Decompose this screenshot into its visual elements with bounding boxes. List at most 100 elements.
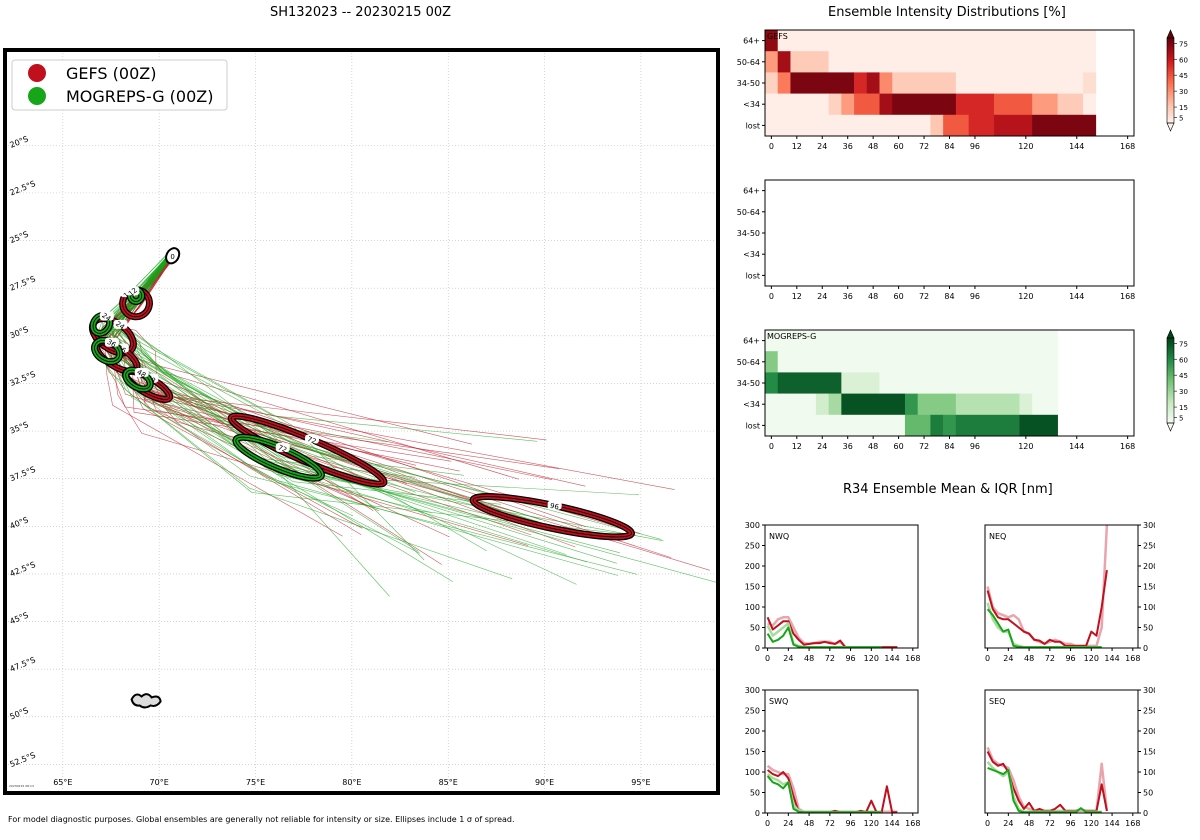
heatmap-row-label: lost [746, 121, 760, 130]
heatmap-x-label: 36 [843, 142, 853, 151]
ellipse-label-bg [113, 319, 128, 329]
heatmap-cell [1019, 393, 1033, 416]
mogreps-panel-label: MOGREPS-G [767, 332, 816, 341]
heatmap-cell [955, 72, 1084, 94]
r34-y-label: 50 [1143, 624, 1153, 633]
r34-x-label: 96 [1065, 654, 1075, 663]
heatmap-cell [943, 114, 969, 137]
ellipse-label: 96 [547, 500, 562, 512]
heatmap-x-label: 12 [792, 442, 802, 451]
heatmap-row-label: 64+ [743, 187, 760, 196]
legend-box [11, 59, 228, 111]
colorbar-segment [1167, 380, 1174, 384]
r34-y-label: 50 [750, 789, 760, 798]
colorbar-label: 5 [1179, 115, 1183, 123]
heatmap-cell [765, 351, 779, 373]
colorbar-segment [1167, 344, 1174, 347]
r34-y-label: 0 [755, 644, 760, 653]
heatmap-x-label: 24 [817, 142, 827, 151]
mogreps-member-track [109, 251, 465, 476]
heatmap-x-label: 168 [1120, 442, 1135, 451]
map-lat-label: 32.5°S [9, 370, 37, 388]
map-stamp: 20230215 08:13 [9, 784, 34, 788]
heatmap-cell [994, 114, 1033, 137]
colorbar-segment [1167, 376, 1174, 379]
heatmap-row-label: 50-64 [737, 358, 760, 367]
heatmap-x-label: 96 [970, 292, 980, 301]
heatmap-x-label: 0 [769, 142, 774, 151]
r34-y-label: 250 [1143, 542, 1155, 551]
colorbar-segment [1167, 355, 1174, 358]
heatmap-cell [866, 72, 880, 94]
heatmap-x-label: 72 [919, 442, 929, 451]
heatmap-x-label: 48 [868, 442, 878, 451]
colorbar-label: 75 [1179, 40, 1188, 48]
heatmap-cell [1032, 114, 1097, 137]
colorbar-segment [1167, 397, 1174, 401]
r34-x-label: 24 [783, 654, 793, 663]
heatmap-row-label: 50-64 [737, 58, 760, 67]
heatmap-x-label: 24 [817, 442, 827, 451]
r34-y-label: 200 [745, 562, 760, 571]
r34-x-label: 168 [905, 819, 920, 828]
r34-y-label: 300 [1143, 521, 1155, 530]
mogreps-member-track [118, 250, 425, 561]
colorbar-frame [1166, 37, 1175, 124]
colorbar-segment [1167, 352, 1174, 356]
ellipse-label-bg [99, 311, 114, 321]
r34-y-label: 200 [745, 727, 760, 736]
r34-quadrant-label: SWQ [769, 697, 788, 706]
heatmap-x-label: 168 [1120, 292, 1135, 301]
colorbar-segment [1167, 97, 1174, 101]
r34-series-layer [766, 616, 898, 648]
colorbar-segment [1167, 399, 1174, 403]
colorbar-segment [1167, 361, 1174, 364]
colorbar-segment [1167, 410, 1174, 413]
colorbar-label: 30 [1179, 88, 1188, 96]
colorbar-segment [1167, 63, 1174, 67]
colorbar-segment [1167, 406, 1174, 409]
colorbar-top-arrow [1166, 329, 1175, 339]
colorbar-segment [1167, 386, 1174, 390]
heatmap-x-label: 60 [894, 142, 904, 151]
heatmap-cell [930, 114, 944, 137]
colorbar-segment [1167, 382, 1174, 386]
r34-x-label: 48 [1024, 654, 1034, 663]
colorbar-segment [1167, 103, 1174, 107]
heatmap-cell [854, 93, 880, 116]
heatmap-x-label: 144 [1069, 142, 1084, 151]
heatmap-row-label: <34 [743, 400, 760, 409]
r34-swq-panel: 0 24 48 72 96 120 144 168 0 50 100 150 200 250 300 SWQ [745, 686, 921, 828]
heatmap-cell [904, 414, 931, 437]
heatmap-row-label: lost [746, 421, 760, 430]
heatmap-x-label: 48 [868, 292, 878, 301]
mogreps-mean-line [766, 775, 882, 813]
map-lat-label: 25°S [9, 230, 30, 246]
map-lon-label: 80°E [342, 778, 361, 787]
map-lon-label: 65°E [53, 778, 72, 787]
map-lat-label: 42.5°S [9, 560, 37, 578]
colorbar-segment [1167, 86, 1174, 90]
colorbar-segment [1167, 67, 1174, 71]
colorbar-label: 15 [1179, 404, 1188, 412]
ellipse-hour-label: 72 [277, 444, 288, 455]
colorbar-frame [1166, 337, 1175, 424]
heatmap-x-label: 120 [1018, 142, 1033, 151]
heatmap-row-label: <34 [743, 250, 760, 259]
mogreps-member-track [115, 250, 718, 584]
ellipse-label: 36 [104, 337, 119, 350]
mogreps-mean-line [766, 626, 882, 648]
r34-y-label: 50 [750, 624, 760, 633]
map-lat-label: 52.5°S [9, 751, 37, 769]
heatmap-cell [815, 393, 829, 416]
heatmap-x-label: 144 [1069, 442, 1084, 451]
heatmap-cell [1019, 414, 1058, 437]
colorbar-segment [1167, 116, 1174, 120]
r34-x-label: 0 [985, 819, 990, 828]
heatmap-row-label: 34-50 [737, 379, 760, 388]
heatmap-x-label: 12 [792, 142, 802, 151]
colorbar-segment [1167, 80, 1174, 84]
ellipse-inner [472, 496, 632, 538]
colorbar-segment [1167, 110, 1174, 113]
r34-x-label: 120 [1084, 654, 1099, 663]
